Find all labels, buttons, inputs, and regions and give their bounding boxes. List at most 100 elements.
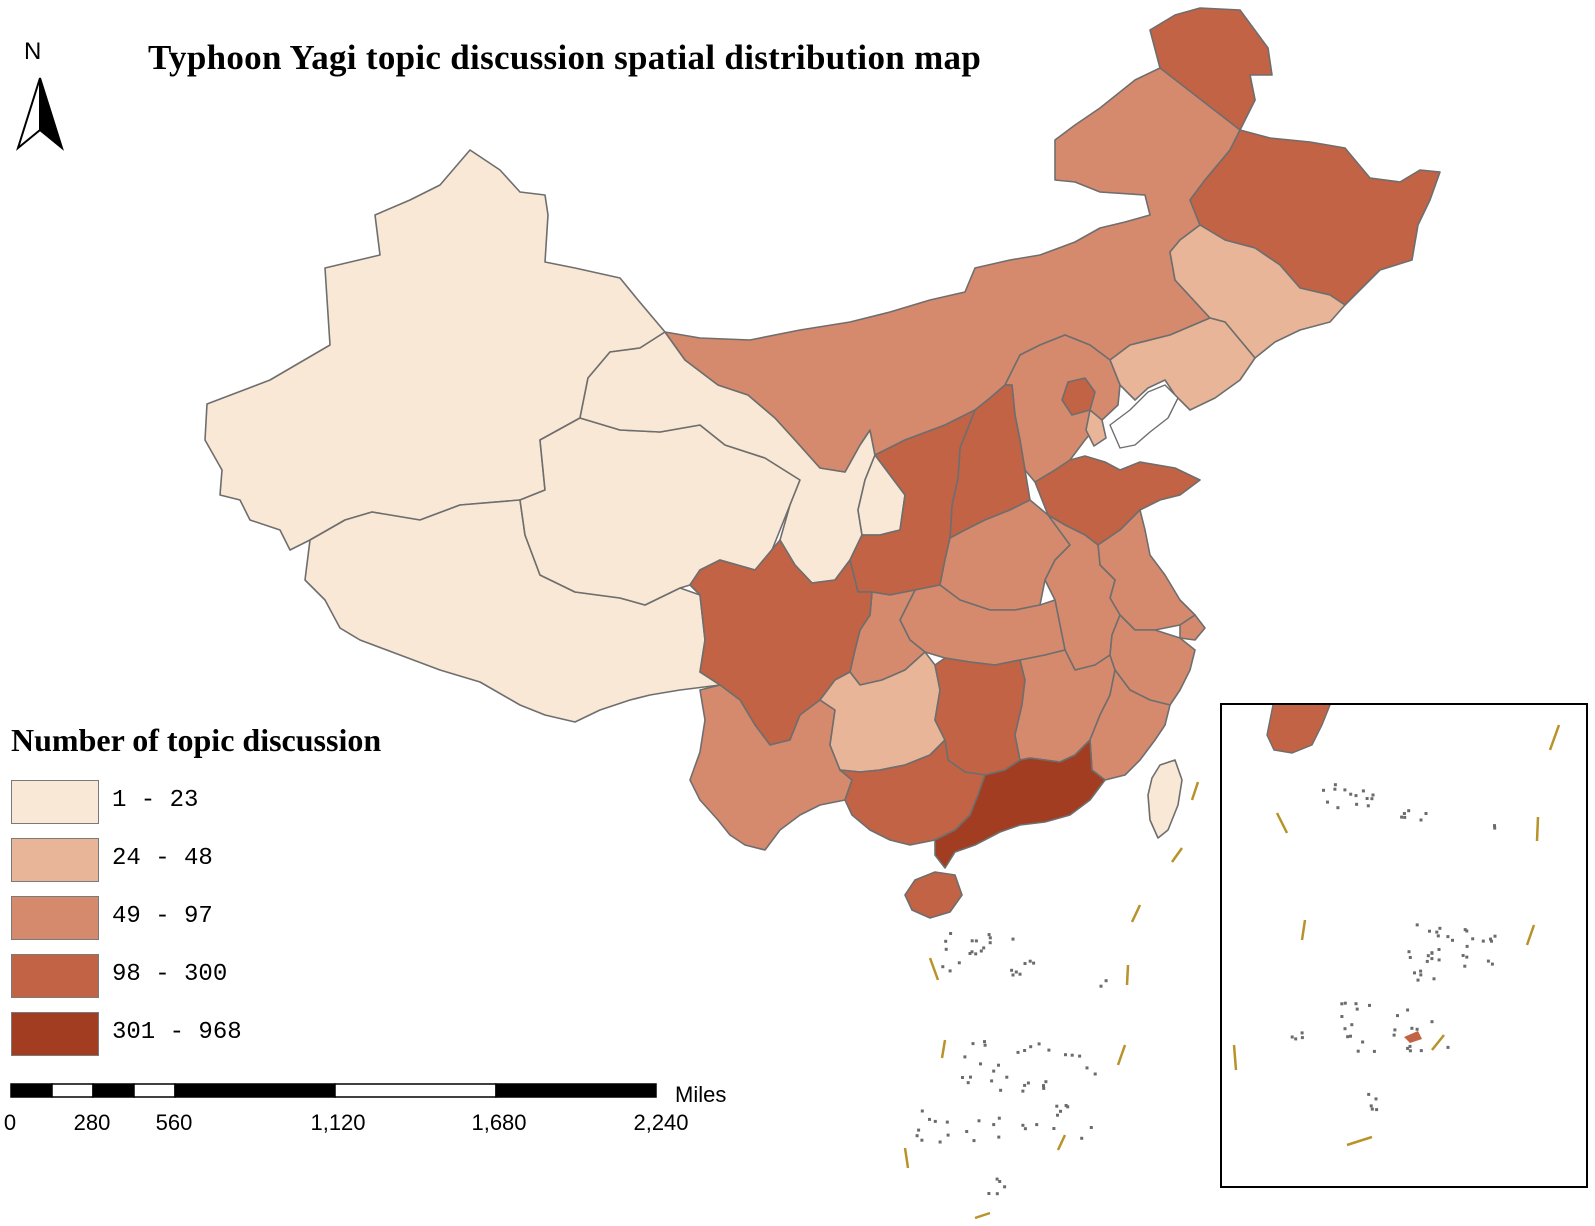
dash-segment bbox=[1116, 1044, 1127, 1066]
island-dot bbox=[970, 950, 974, 954]
scale-tick-label: 2,240 bbox=[633, 1110, 689, 1135]
inset-island-dot bbox=[1402, 812, 1406, 815]
inset-island-dot bbox=[1432, 977, 1436, 981]
legend-swatch bbox=[11, 780, 99, 824]
island-dot bbox=[1021, 1089, 1025, 1093]
inset-island-dot bbox=[1333, 783, 1337, 787]
inset-island-dot bbox=[1490, 939, 1493, 943]
island-dot bbox=[1047, 1048, 1051, 1052]
inset-island-dot bbox=[1343, 788, 1347, 792]
island-dot bbox=[1011, 937, 1015, 941]
island-dot bbox=[1042, 1086, 1046, 1090]
inset-island-dot bbox=[1430, 951, 1434, 955]
inset-island-dot bbox=[1446, 935, 1450, 939]
region-hunan bbox=[934, 657, 1026, 776]
region-shanghai bbox=[1179, 614, 1206, 641]
inset-island-dot bbox=[1365, 797, 1369, 800]
legend-swatch bbox=[11, 1012, 99, 1056]
inset-island-dot bbox=[1437, 948, 1441, 951]
island-dot bbox=[948, 969, 952, 973]
legend-label: 98 - 300 bbox=[112, 961, 228, 988]
scale-bar-segment bbox=[334, 1083, 497, 1098]
inset-island-dot bbox=[1371, 793, 1375, 797]
island-dot bbox=[968, 952, 972, 955]
region-guangdong bbox=[934, 739, 1106, 869]
scale-bar-segment bbox=[51, 1083, 94, 1098]
south-china-sea-islands bbox=[915, 932, 1108, 1196]
island-dot bbox=[974, 952, 978, 956]
inset-island-dot bbox=[1465, 929, 1469, 933]
island-dot bbox=[999, 1088, 1003, 1092]
inset-island-dot bbox=[1437, 958, 1441, 962]
island-dot bbox=[992, 1123, 996, 1127]
island-dot bbox=[1085, 1066, 1089, 1070]
island-dot bbox=[969, 1075, 972, 1079]
island-dot bbox=[1066, 1105, 1070, 1109]
inset-island-dot bbox=[1419, 973, 1423, 977]
island-dot bbox=[1014, 970, 1018, 974]
island-dot bbox=[1023, 1049, 1027, 1052]
dash-segment bbox=[1056, 1134, 1067, 1151]
legend-label: 24 - 48 bbox=[112, 845, 213, 872]
inset-island-dot bbox=[1463, 928, 1467, 932]
island-dot bbox=[1055, 1104, 1059, 1108]
inset-island-dot bbox=[1340, 1002, 1344, 1006]
inset-island-dot bbox=[1354, 1002, 1358, 1006]
island-dot bbox=[1010, 968, 1014, 972]
island-dot bbox=[987, 933, 991, 937]
inset-dash-segment bbox=[1431, 1034, 1445, 1051]
island-dot bbox=[917, 1128, 921, 1132]
island-dot bbox=[988, 941, 992, 945]
inset-island-dot bbox=[1406, 1008, 1410, 1012]
north-arrow-icon bbox=[16, 77, 64, 151]
island-dot bbox=[1023, 962, 1027, 965]
island-dot bbox=[988, 936, 992, 940]
island-dot bbox=[987, 1192, 991, 1195]
island-dot bbox=[1070, 1053, 1074, 1057]
region-liaoning bbox=[1109, 317, 1256, 411]
dash-segment bbox=[1170, 847, 1184, 863]
island-dot bbox=[1003, 1185, 1007, 1189]
inset-island-dot bbox=[1343, 1027, 1347, 1031]
dash-segment bbox=[1130, 904, 1142, 923]
scale-bar-segment bbox=[174, 1083, 336, 1098]
scale-bar-segment bbox=[133, 1083, 176, 1098]
scale-unit: Miles bbox=[675, 1082, 727, 1107]
inset-dash-segment bbox=[1535, 816, 1540, 842]
inset-island-dot bbox=[1410, 1026, 1414, 1030]
inset-island-dot bbox=[1425, 959, 1429, 963]
inset-island-dot bbox=[1428, 929, 1431, 933]
island-dot bbox=[938, 1140, 942, 1144]
island-dot bbox=[949, 932, 953, 935]
north-label: N bbox=[24, 38, 42, 65]
inset-island-dot bbox=[1326, 800, 1329, 804]
island-dot bbox=[997, 1063, 1000, 1067]
island-dot bbox=[920, 1109, 924, 1113]
island-dot bbox=[983, 1040, 986, 1044]
inset-island-dot bbox=[1408, 1044, 1412, 1048]
inset-island-dot bbox=[1349, 792, 1353, 796]
island-dot bbox=[1028, 959, 1032, 963]
island-dot bbox=[920, 1138, 924, 1142]
island-dot bbox=[1023, 1127, 1027, 1131]
inset-island-dot bbox=[1361, 1040, 1365, 1044]
island-dot bbox=[1064, 1104, 1068, 1107]
inset-island bbox=[1404, 1031, 1422, 1043]
inset-island-dot bbox=[1471, 937, 1475, 941]
island-dot bbox=[1104, 979, 1108, 983]
inset-island-dot bbox=[1486, 959, 1490, 963]
inset-island-dot bbox=[1413, 971, 1416, 975]
inset-island-dot bbox=[1403, 815, 1407, 819]
dash-segment bbox=[940, 1039, 947, 1059]
island-dot bbox=[992, 1069, 996, 1073]
island-dot bbox=[1059, 1109, 1062, 1113]
island-dot bbox=[982, 946, 986, 950]
inset-island-dot bbox=[1355, 1007, 1359, 1011]
scale-bar-segment bbox=[10, 1083, 53, 1098]
scale-bar-segment bbox=[495, 1083, 657, 1098]
island-dot bbox=[915, 1134, 919, 1138]
island-dot bbox=[1021, 1123, 1025, 1127]
inset-island-dot bbox=[1361, 789, 1365, 793]
island-dot bbox=[928, 1117, 931, 1121]
island-dot bbox=[997, 1135, 1001, 1139]
